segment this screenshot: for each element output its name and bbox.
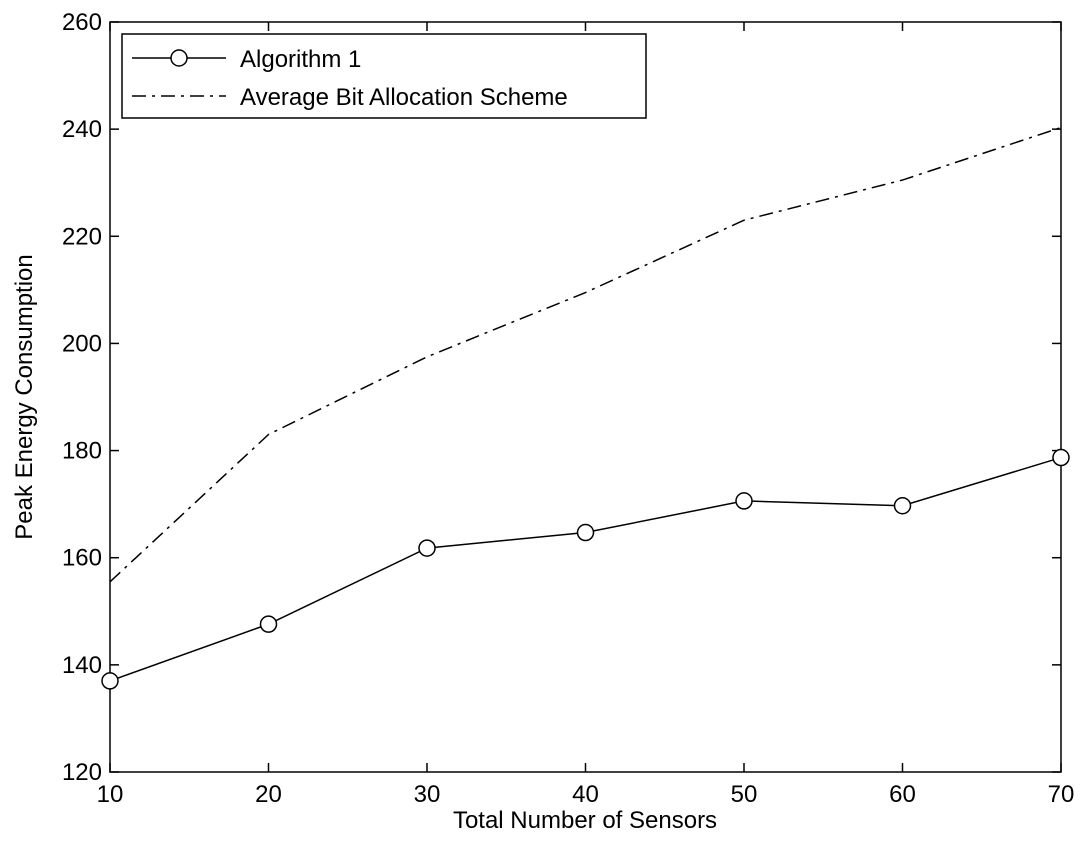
legend-box bbox=[121, 33, 647, 119]
data-point-marker bbox=[735, 492, 753, 510]
x-tick-label: 50 bbox=[731, 781, 758, 808]
data-point-marker bbox=[101, 672, 119, 690]
y-tick-label: 240 bbox=[62, 116, 102, 143]
y-tick-label: 200 bbox=[62, 330, 102, 357]
x-tick-label: 20 bbox=[255, 781, 282, 808]
y-tick-label: 160 bbox=[62, 545, 102, 572]
x-tick-label: 60 bbox=[889, 781, 916, 808]
x-axis-label: Total Number of Sensors bbox=[453, 807, 717, 834]
plot-area bbox=[109, 21, 1062, 773]
y-tick-label: 220 bbox=[62, 223, 102, 250]
data-point-marker bbox=[418, 539, 436, 557]
y-tick-label: 120 bbox=[62, 759, 102, 786]
data-point-marker bbox=[893, 497, 912, 515]
x-tick-label: 40 bbox=[572, 781, 599, 808]
legend-marker-algorithm-1 bbox=[170, 49, 188, 67]
x-tick-label: 10 bbox=[97, 781, 124, 808]
y-axis-ticks: 120 140 160 180 200 220 240 260 bbox=[62, 9, 1061, 786]
x-tick-label: 30 bbox=[414, 781, 441, 808]
series-layer bbox=[101, 126, 1070, 690]
y-tick-label: 260 bbox=[62, 9, 102, 36]
legend-label-algorithm-1: Algorithm 1 bbox=[240, 46, 361, 73]
legend-label-average-bit-allocation: Average Bit Allocation Scheme bbox=[240, 84, 568, 111]
series-line-2 bbox=[109, 126, 1062, 583]
data-point-marker bbox=[259, 615, 278, 633]
y-tick-label: 180 bbox=[62, 438, 102, 465]
data-point-marker bbox=[1052, 448, 1070, 467]
data-point-marker bbox=[576, 523, 595, 542]
legend: Algorithm 1 Average Bit Allocation Schem… bbox=[121, 33, 647, 119]
x-axis-ticks: 10 20 30 40 50 60 70 bbox=[97, 22, 1075, 808]
y-axis-label: Peak Energy Consumption bbox=[11, 254, 38, 540]
x-tick-label: 70 bbox=[1048, 781, 1075, 808]
y-tick-label: 140 bbox=[62, 652, 102, 679]
